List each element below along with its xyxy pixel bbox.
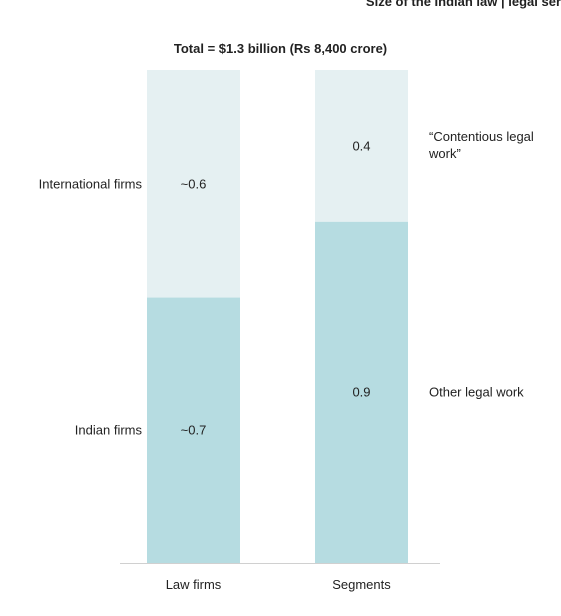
bar-segment	[315, 70, 408, 222]
segment-label: Indian firms	[74, 422, 142, 438]
value-label: ~0.7	[180, 422, 207, 438]
bar-segment	[315, 221, 408, 563]
chart-title: Total = $1.3 billion (Rs 8,400 crore)	[173, 41, 388, 56]
value-label: 0.4	[352, 138, 371, 154]
segment-label: “Contentious legal work”	[429, 129, 534, 162]
value-label: 0.9	[352, 384, 371, 400]
segment-label: International firms	[38, 176, 142, 192]
x-tick-label: Segments	[332, 577, 391, 592]
value-label: ~0.6	[180, 176, 207, 192]
bar-segment	[147, 70, 240, 298]
header: Size of the Indian law | legal ser	[365, 0, 561, 9]
x-tick-label: Law firms	[165, 577, 222, 592]
bar-segment	[147, 297, 240, 563]
segment-label: Other legal work	[429, 384, 524, 400]
